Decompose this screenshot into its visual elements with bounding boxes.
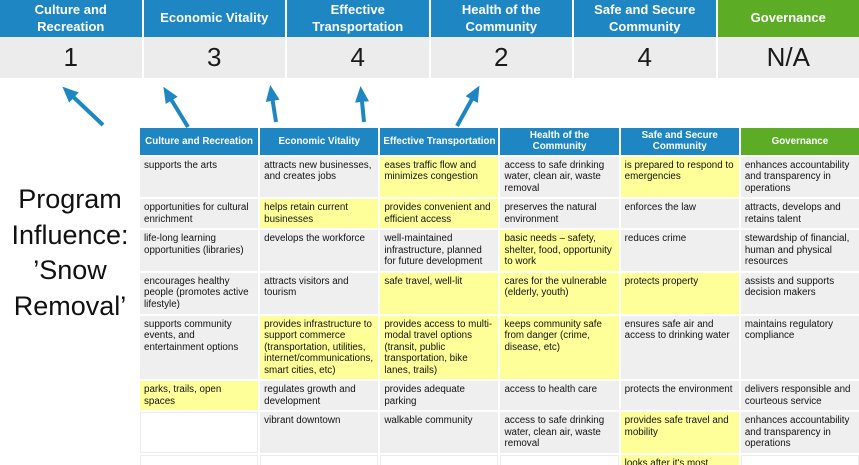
matrix-cell: access to health care: [500, 381, 619, 411]
score-band-header-health-of-the-community: Health of the Community: [430, 0, 572, 37]
matrix-header-culture-and-recreation: Culture and Recreation: [140, 128, 259, 155]
score-band-header-governance: Governance: [717, 0, 859, 37]
matrix-cell: reduces crime: [620, 230, 739, 271]
matrix-cell: keeps community safe from danger (crime,…: [500, 315, 619, 380]
matrix-cell: regulates growth and development: [260, 381, 379, 411]
matrix-cell: [140, 412, 259, 454]
matrix-cell: vibrant downtown: [260, 412, 379, 454]
matrix-cell: develops the workforce: [260, 230, 379, 271]
matrix-cell: provides infrastructure to support comme…: [260, 315, 379, 380]
matrix-cell: provides convenient and efficient access: [380, 199, 499, 229]
score-band: Culture and Recreation Economic Vitality E…: [0, 0, 859, 78]
matrix-cell: stewardship of financial, human and phys…: [740, 230, 859, 271]
matrix-cell: well-maintained infrastructure, planned …: [380, 230, 499, 271]
matrix-header-governance: Governance: [740, 128, 859, 155]
matrix-header-economic-vitality: Economic Vitality: [260, 128, 379, 155]
score-value-governance: N/A: [717, 37, 859, 78]
matrix-cell: is prepared to respond to emergencies: [620, 156, 739, 198]
score-band-header-effective-transportation: Effective Transportation: [287, 0, 429, 37]
matrix-cell: [260, 455, 379, 465]
score-value-safe-and-secure-community: 4: [574, 37, 716, 78]
matrix-cell: maintains regulatory compliance: [740, 315, 859, 380]
matrix-cell: safe travel, well-lit: [380, 272, 499, 314]
matrix-cell: attracts new businesses, and creates job…: [260, 156, 379, 198]
matrix-cell: encourages healthy people (promotes acti…: [140, 272, 259, 314]
matrix-cell: enhances accountability and transparency…: [740, 156, 859, 198]
matrix-cell: protects property: [620, 272, 739, 314]
matrix-cell: [380, 455, 499, 465]
matrix-cell: ensures safe air and access to drinking …: [620, 315, 739, 380]
matrix-cell: helps retain current businesses: [260, 199, 379, 229]
matrix-cell: provides adequate parking: [380, 381, 499, 411]
matrix-cell: delivers responsible and courteous servi…: [740, 381, 859, 411]
matrix-cell: eases traffic flow and minimizes congest…: [380, 156, 499, 198]
program-influence-label: Program Influence: ’Snow Removal’: [11, 184, 129, 321]
matrix-cell: provides safe travel and mobility: [620, 412, 739, 454]
influence-arrow: [355, 86, 370, 123]
matrix-cell: protects the environment: [620, 381, 739, 411]
score-value-economic-vitality: 3: [143, 37, 285, 78]
score-value-health-of-the-community: 2: [430, 37, 572, 78]
matrix-cell: access to safe drinking water, clean air…: [500, 412, 619, 454]
matrix-cell: [740, 455, 859, 465]
matrix-cell: provides access to multi-modal travel op…: [380, 315, 499, 380]
matrix-cell: enhances accountability and transparency…: [740, 412, 859, 454]
matrix-cell: basic needs – safety, shelter, food, opp…: [500, 230, 619, 271]
influence-arrow: [163, 86, 190, 129]
matrix-cell: life-long learning opportunities (librar…: [140, 230, 259, 271]
score-band-header-culture-and-recreation: Culture and Recreation: [0, 0, 142, 37]
matrix-cell: attracts visitors and tourism: [260, 272, 379, 314]
matrix-header-safe-and-secure-community: Safe and Secure Community: [620, 128, 739, 155]
matrix-cell: preserves the natural environment: [500, 199, 619, 229]
influence-arrow: [265, 85, 280, 123]
matrix-header-effective-transportation: Effective Transportation: [380, 128, 499, 155]
matrix-cell: looks after it's most vulnerable: [620, 455, 739, 465]
matrix-cell: walkable community: [380, 412, 499, 454]
influence-arrow: [455, 85, 480, 127]
matrix-cell: [140, 455, 259, 465]
matrix-header-health-of-the-community: Health of the Community: [500, 128, 619, 155]
matrix-cell: supports community events, and entertain…: [140, 315, 259, 380]
score-band-header-safe-and-secure-community: Safe and Secure Community: [574, 0, 716, 37]
matrix-cell: enforces the law: [620, 199, 739, 229]
influence-matrix: Culture and Recreation Economic Vitality E…: [140, 128, 859, 465]
matrix-cell: parks, trails, open spaces: [140, 381, 259, 411]
matrix-cell: access to safe drinking water, clean air…: [500, 156, 619, 198]
matrix-cell: [500, 455, 619, 465]
score-value-effective-transportation: 4: [287, 37, 429, 78]
influence-arrows: [62, 85, 480, 129]
score-band-header-economic-vitality: Economic Vitality: [143, 0, 285, 37]
matrix-cell: cares for the vulnerable (elderly, youth…: [500, 272, 619, 314]
score-value-culture-and-recreation: 1: [0, 37, 142, 78]
matrix-cell: supports the arts: [140, 156, 259, 198]
influence-arrow: [62, 86, 105, 127]
matrix-cell: opportunities for cultural enrichment: [140, 199, 259, 229]
matrix-cell: assists and supports decision makers: [740, 272, 859, 314]
matrix-cell: attracts, develops and retains talent: [740, 199, 859, 229]
